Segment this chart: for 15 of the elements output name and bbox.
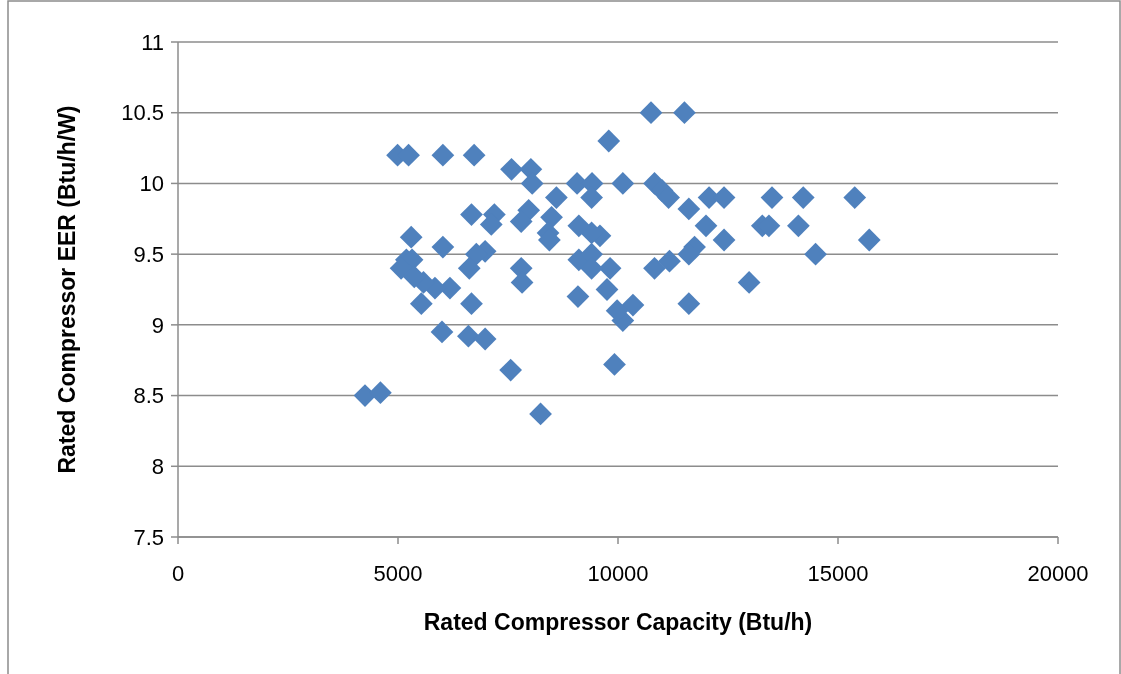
- y-tick-label: 8.5: [133, 383, 164, 409]
- y-tick-label: 8: [151, 453, 164, 479]
- y-tick-label: 7.5: [133, 524, 164, 550]
- x-tick-label: 10000: [587, 561, 649, 586]
- y-tick-label: 9.5: [133, 241, 164, 267]
- x-tick-label: 15000: [807, 561, 869, 586]
- x-tick-label: 20000: [1027, 561, 1089, 586]
- x-tick-label: 5000: [373, 561, 423, 586]
- y-tick-label: 11: [141, 29, 164, 55]
- x-axis-title: Rated Compressor Capacity (Btu/h): [423, 609, 813, 635]
- y-tick-label: 10: [139, 171, 164, 197]
- y-tick-label: 9: [151, 312, 164, 338]
- y-tick-label: 10.5: [121, 100, 164, 126]
- x-tick-label: 0: [171, 561, 185, 586]
- y-axis-title: Rated Compressor EER (Btu/h/W): [54, 105, 80, 474]
